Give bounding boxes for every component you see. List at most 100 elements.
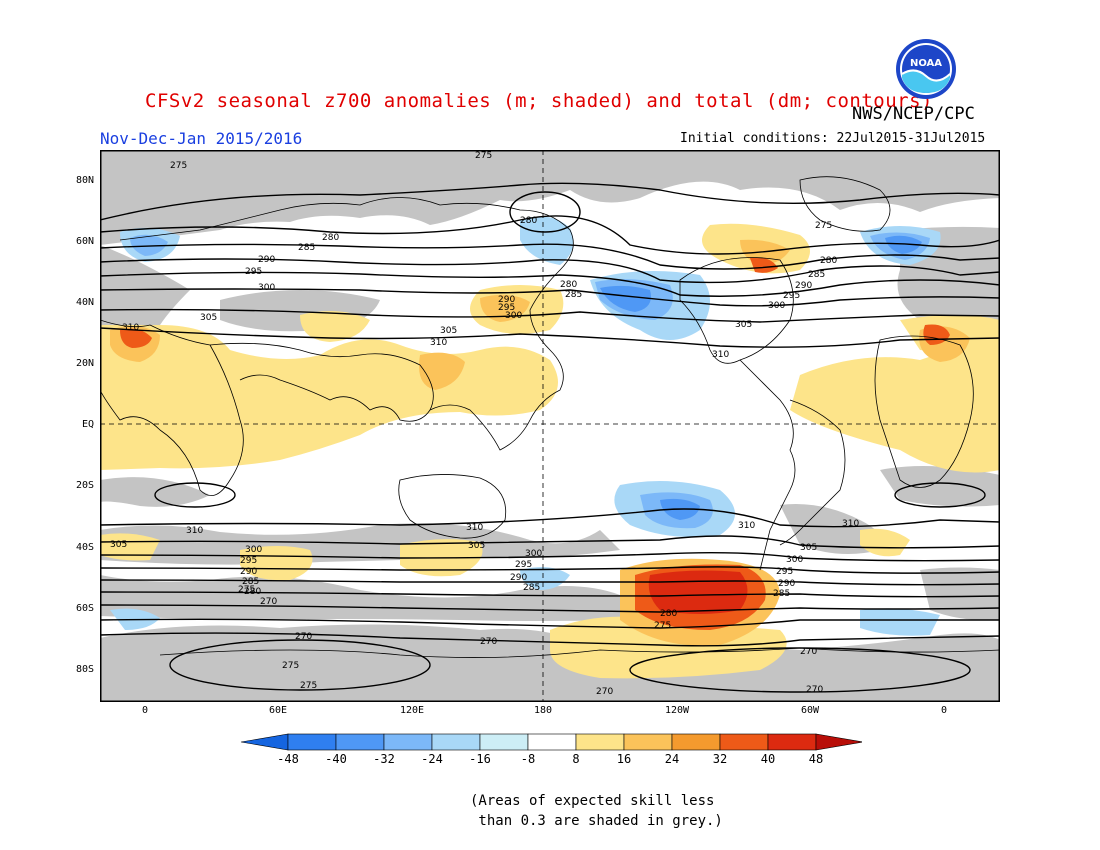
contour-label: 270 xyxy=(260,597,277,607)
initial-conditions: Initial conditions: 22Jul2015-31Jul2015 xyxy=(680,131,986,146)
contour-label: 275 xyxy=(654,621,671,631)
lat-label-20s: 20S xyxy=(75,480,94,491)
lon-label-120e: 120E xyxy=(399,705,425,716)
colorbar-label: 32 xyxy=(712,752,728,766)
contour-label: 295 xyxy=(515,560,532,570)
contour-label: 290 xyxy=(778,579,795,589)
contour-label: 295 xyxy=(783,291,800,301)
colorbar-label: 8 xyxy=(572,752,580,766)
colorbar-label: 40 xyxy=(760,752,776,766)
contour-label: 295 xyxy=(776,567,793,577)
map-title: CFSv2 seasonal z700 anomalies (m; shaded… xyxy=(145,90,933,112)
lat-label-40s: 40S xyxy=(75,542,94,553)
colorbar-box xyxy=(671,733,721,751)
contour-label: 310 xyxy=(186,526,203,536)
lon-label-0: 0 xyxy=(141,705,149,716)
contour-label: 285 xyxy=(808,270,825,280)
colorbar-box xyxy=(335,733,385,751)
contour-label: 310 xyxy=(842,519,859,529)
colorbar-box xyxy=(623,733,673,751)
colorbar-box xyxy=(767,733,817,751)
contour-label: 300 xyxy=(786,555,803,565)
contour-label: 280 xyxy=(322,233,339,243)
contour-label: 290 xyxy=(795,281,812,291)
contour-label: 270 xyxy=(800,647,817,657)
colorbar-label: -48 xyxy=(277,752,299,766)
lat-label-60s: 60S xyxy=(75,603,94,614)
contour-label: 305 xyxy=(735,320,752,330)
noaa-logo-text: NOAA xyxy=(910,58,942,69)
colorbar-label: -16 xyxy=(469,752,491,766)
contour-label: 310 xyxy=(122,323,139,333)
contour-label: 270 xyxy=(596,687,613,697)
contour-label: 300 xyxy=(525,549,542,559)
contour-label: 295 xyxy=(245,267,262,277)
contour-label: 285 xyxy=(523,583,540,593)
skill-note: (Areas of expected skill less than 0.3 a… xyxy=(470,793,723,829)
colorbar-label: 24 xyxy=(664,752,680,766)
noaa-logo: NOAA xyxy=(896,39,956,99)
contour-label: 310 xyxy=(430,338,447,348)
coastlines xyxy=(100,176,1000,658)
contour-label: 275 xyxy=(815,221,832,231)
contour-label: 275 xyxy=(238,585,255,595)
contour-label: 285 xyxy=(565,290,582,300)
contour-label: 295 xyxy=(498,303,515,313)
contour-label: 305 xyxy=(800,543,817,553)
height-contours xyxy=(100,182,1000,693)
colorbar-box xyxy=(383,733,433,751)
contour-label: 280 xyxy=(520,216,537,226)
contour-label: 270 xyxy=(480,637,497,647)
colorbar-box xyxy=(527,733,577,751)
contour-label: 305 xyxy=(110,540,127,550)
lat-label-80n: 80N xyxy=(75,175,94,186)
contour-label: 300 xyxy=(258,283,275,293)
contour-label: 275 xyxy=(475,151,492,161)
contour-label: 295 xyxy=(240,556,257,566)
lon-label-60w: 60W xyxy=(800,705,820,716)
colorbar-label: -40 xyxy=(325,752,347,766)
contour-label: 280 xyxy=(560,280,577,290)
colorbar-label: -32 xyxy=(373,752,395,766)
colorbar-box xyxy=(575,733,625,751)
contour-label: 290 xyxy=(510,573,527,583)
contour-label: 310 xyxy=(738,521,755,531)
colorbar-label: -8 xyxy=(520,752,536,766)
contour-label: 280 xyxy=(820,256,837,266)
agency-label: NWS/NCEP/CPC xyxy=(852,104,975,124)
lon-label-0-east: 0 xyxy=(940,705,948,716)
contour-label: 270 xyxy=(806,685,823,695)
lat-label-60n: 60N xyxy=(75,236,94,247)
lat-label-20n: 20N xyxy=(75,358,94,369)
colorbar-box xyxy=(719,733,769,751)
map-frame xyxy=(100,150,1000,702)
contour-label: 285 xyxy=(298,243,315,253)
contour-label: 285 xyxy=(773,589,790,599)
lon-label-180: 180 xyxy=(533,705,553,716)
contour-label: 310 xyxy=(466,523,483,533)
contour-label: 300 xyxy=(505,311,522,321)
lon-label-120w: 120W xyxy=(664,705,690,716)
contour-labels: 275 275 275 280 280 280 280 285 285 285 … xyxy=(110,151,859,697)
z700-anomaly-map: 275 275 275 280 280 280 280 285 285 285 … xyxy=(100,150,1000,702)
contour-label: 290 xyxy=(498,295,515,305)
contour-label: 305 xyxy=(468,541,485,551)
colorbar-arrow-left xyxy=(240,733,289,751)
colorbar-label: -24 xyxy=(421,752,443,766)
colorbar-label: 16 xyxy=(616,752,632,766)
lat-label-80s: 80S xyxy=(75,664,94,675)
contour-label: 310 xyxy=(712,350,729,360)
lon-label-60e: 60E xyxy=(268,705,288,716)
forecast-period: Nov-Dec-Jan 2015/2016 xyxy=(100,129,303,148)
lat-label-40n: 40N xyxy=(75,297,94,308)
positive-anomaly-strongest xyxy=(648,570,748,614)
contour-label: 300 xyxy=(245,545,262,555)
colorbar-arrow-right xyxy=(815,733,862,751)
colorbar-label: 48 xyxy=(808,752,824,766)
contour-label: 280 xyxy=(660,609,677,619)
colorbar-box xyxy=(287,733,337,751)
contour-label: 280 xyxy=(244,587,261,597)
contour-label: 275 xyxy=(170,161,187,171)
contour-label: 275 xyxy=(282,661,299,671)
low-skill-shading xyxy=(100,150,1000,702)
